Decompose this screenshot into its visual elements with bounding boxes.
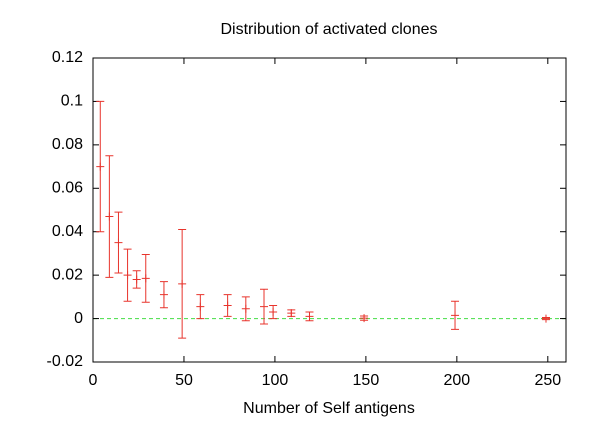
point (260, 302, 269, 311)
point (178, 279, 187, 288)
point (114, 238, 123, 247)
point (159, 290, 168, 299)
x-tick-label: 50 (175, 372, 193, 389)
y-tick-label: 0.12 (52, 49, 83, 66)
point (541, 314, 550, 323)
point (287, 309, 296, 318)
point (196, 302, 205, 311)
y-tick-label: 0.08 (52, 136, 83, 153)
x-tick-label: 100 (262, 372, 289, 389)
x-tick-label: 250 (534, 372, 561, 389)
point (223, 301, 232, 310)
x-tick-label: 150 (353, 372, 380, 389)
y-tick-label: 0.02 (52, 266, 83, 283)
y-tick-label: 0.06 (52, 180, 83, 197)
point (105, 212, 114, 221)
y-tick-label: 0.1 (61, 93, 83, 110)
x-tick-label: 200 (443, 372, 470, 389)
point (96, 162, 105, 171)
point (305, 312, 314, 321)
y-tick-label: -0.02 (47, 353, 84, 370)
point (360, 314, 369, 323)
x-tick-label: 0 (89, 372, 98, 389)
plot-frame (92, 57, 567, 363)
y-tick-label: 0.04 (52, 223, 83, 240)
point (451, 311, 460, 320)
chart-title: Distribution of activated clones (221, 21, 438, 38)
point (241, 304, 250, 313)
point (132, 275, 141, 284)
y-tick-label: 0 (74, 310, 83, 327)
point (123, 271, 132, 280)
point (141, 274, 150, 283)
point (269, 308, 278, 317)
x-axis-label: Number of Self antigens (243, 400, 415, 417)
